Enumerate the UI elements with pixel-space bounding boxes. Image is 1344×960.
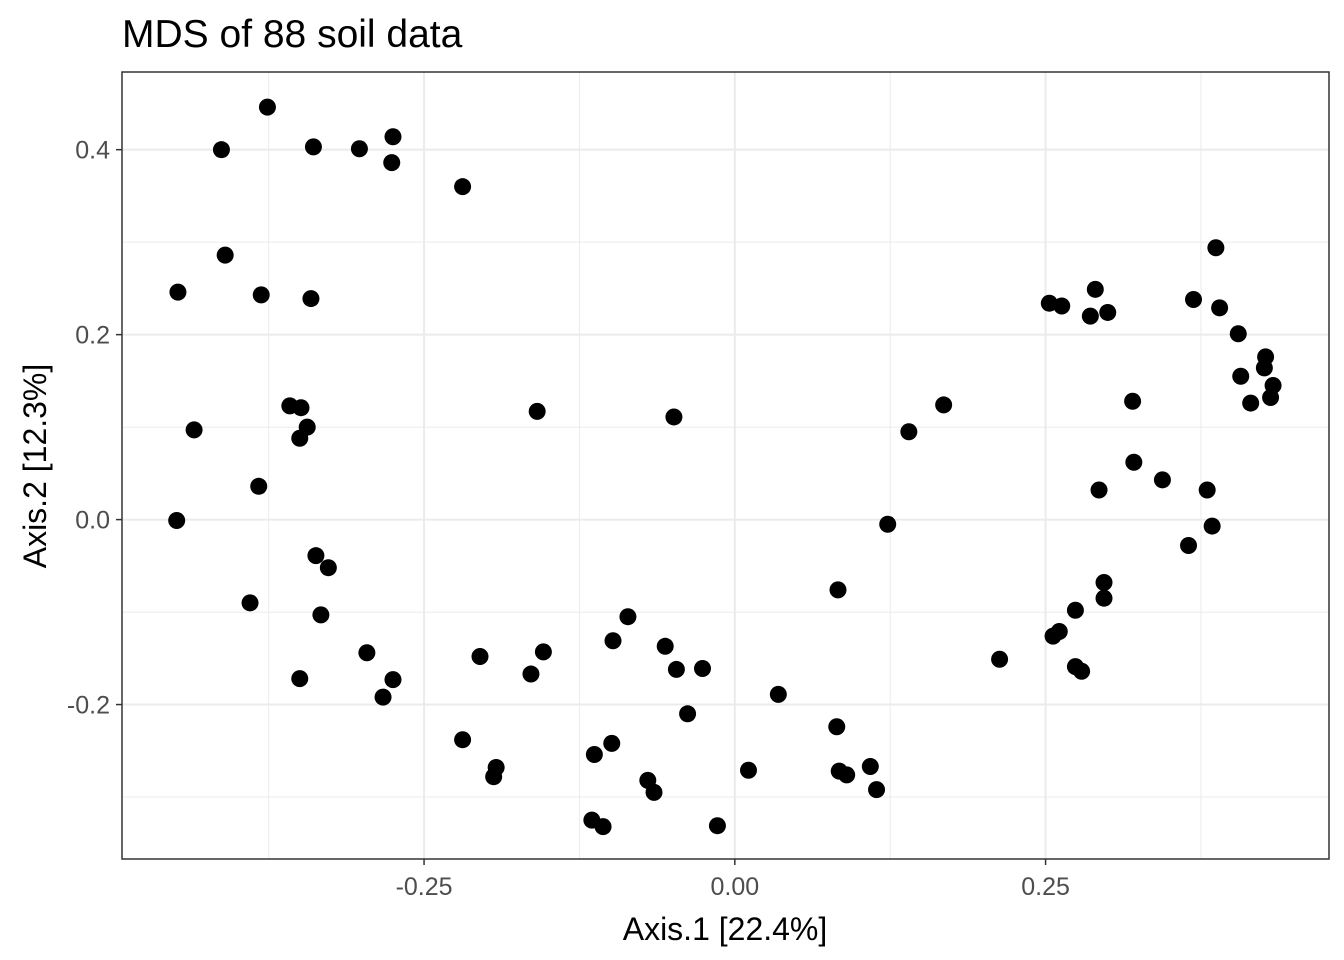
data-point <box>619 608 637 626</box>
data-point <box>454 731 472 749</box>
data-point <box>1203 517 1221 535</box>
data-point <box>302 290 320 308</box>
y-tick-label: -0.2 <box>67 692 110 720</box>
data-point <box>319 559 337 577</box>
data-point <box>374 688 392 706</box>
data-point <box>185 421 203 439</box>
x-axis-ticks: -0.25 0.00 0.25 <box>396 859 1070 901</box>
data-point <box>1050 623 1068 641</box>
data-point <box>485 768 503 786</box>
data-point <box>769 685 787 703</box>
y-axis-title: Axis.2 [12.3%] <box>17 364 53 569</box>
data-point <box>292 399 310 417</box>
data-point <box>603 734 621 752</box>
data-point <box>307 547 325 565</box>
data-point <box>679 705 697 723</box>
data-point <box>1180 536 1198 554</box>
data-point <box>935 396 953 414</box>
data-point <box>1255 359 1273 377</box>
data-point <box>534 643 552 661</box>
data-point <box>1081 307 1099 325</box>
data-point <box>1124 392 1142 410</box>
panel-background <box>122 72 1329 859</box>
data-point <box>383 154 401 172</box>
data-point <box>168 512 186 530</box>
data-point <box>1198 481 1216 499</box>
y-tick-label: 0.0 <box>75 507 110 535</box>
x-axis-title: Axis.1 [22.4%] <box>623 911 828 947</box>
y-tick-label: 0.2 <box>75 322 110 350</box>
data-point <box>312 606 330 624</box>
data-point <box>454 178 472 196</box>
x-tick-label: 0.00 <box>710 873 759 901</box>
data-point <box>252 286 270 304</box>
data-point <box>291 670 309 688</box>
data-point <box>645 783 663 801</box>
data-point <box>656 637 674 655</box>
data-point <box>1185 290 1203 308</box>
x-tick-label: 0.25 <box>1021 873 1070 901</box>
data-point <box>900 423 918 441</box>
data-point <box>829 581 847 599</box>
major-grid-lines <box>122 72 1329 859</box>
panel-border <box>121 71 1330 860</box>
data-point <box>1066 601 1084 619</box>
y-tick-label: 0.4 <box>75 137 110 165</box>
minor-grid-lines <box>122 72 1329 859</box>
data-point <box>384 128 402 146</box>
data-point <box>1073 662 1091 680</box>
data-point <box>594 818 612 836</box>
data-point <box>1095 573 1113 591</box>
y-axis-ticks: -0.2 0.0 0.2 0.4 <box>67 137 122 720</box>
data-point <box>1242 394 1260 412</box>
data-point <box>1090 481 1108 499</box>
data-point <box>665 408 683 426</box>
data-point <box>1095 589 1113 607</box>
data-point <box>838 766 856 784</box>
data-point <box>868 781 886 799</box>
data-point <box>667 660 685 678</box>
data-point <box>304 138 322 156</box>
data-point <box>585 745 603 763</box>
data-point <box>708 817 726 835</box>
data-point <box>1099 303 1117 321</box>
data-point <box>350 140 368 158</box>
data-point <box>604 632 622 650</box>
data-point <box>861 758 879 776</box>
data-point <box>1207 239 1225 257</box>
data-point <box>358 644 376 662</box>
data-point <box>694 659 712 677</box>
data-point <box>991 650 1009 668</box>
data-point <box>241 594 259 612</box>
data-point <box>1264 377 1282 395</box>
data-point <box>471 647 489 665</box>
data-point <box>216 246 234 264</box>
data-point <box>291 429 309 447</box>
data-point <box>1125 453 1143 471</box>
data-point <box>1232 367 1250 385</box>
data-point <box>739 761 757 779</box>
data-point <box>384 671 402 689</box>
data-point <box>1229 325 1247 343</box>
data-point <box>1211 299 1229 317</box>
data-point <box>1086 280 1104 298</box>
x-tick-label: -0.25 <box>396 873 453 901</box>
data-point <box>828 718 846 736</box>
data-points <box>168 98 1282 836</box>
data-point <box>528 402 546 420</box>
data-point <box>879 515 897 533</box>
data-point <box>522 665 540 683</box>
data-point <box>212 141 230 159</box>
data-point <box>250 477 268 495</box>
chart-title: MDS of 88 soil data <box>122 13 463 56</box>
data-point <box>1053 297 1071 315</box>
data-point <box>258 98 276 116</box>
data-point <box>169 283 187 301</box>
data-point <box>1153 471 1171 489</box>
